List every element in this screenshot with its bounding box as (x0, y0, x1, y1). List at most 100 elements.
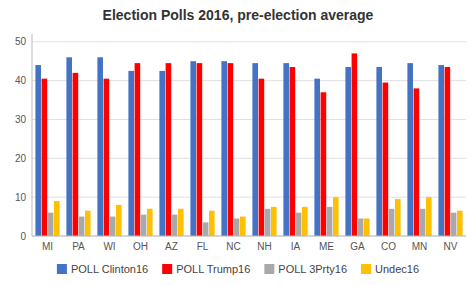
legend-swatch (57, 264, 67, 274)
y-tick-label: 40 (15, 75, 27, 86)
x-tick-label: FL (197, 241, 209, 252)
bar (104, 79, 110, 236)
legend-item: POLL 3Prty16 (264, 263, 347, 275)
bar (376, 67, 382, 236)
bar (389, 209, 395, 236)
y-tick-label: 0 (20, 231, 26, 242)
bar (265, 209, 271, 236)
legend-swatch (162, 264, 172, 274)
legend-item: POLL Trump16 (162, 263, 250, 275)
bar (420, 209, 426, 236)
legend-label: POLL 3Prty16 (278, 263, 347, 275)
bar (228, 63, 234, 236)
bar (48, 213, 54, 236)
grid (32, 42, 466, 236)
legend-label: POLL Trump16 (176, 263, 250, 275)
x-tick-label: GA (350, 241, 365, 252)
bar (209, 211, 215, 236)
bar (358, 219, 364, 236)
bar (290, 67, 296, 236)
bar (66, 57, 72, 236)
x-tick-label: IA (291, 241, 301, 252)
chart: Election Polls 2016, pre-election averag… (0, 0, 476, 286)
bar (259, 79, 265, 236)
grid-line (32, 197, 466, 198)
bar (426, 197, 432, 236)
x-tick-label: AZ (165, 241, 178, 252)
bar (141, 215, 147, 236)
bar (110, 217, 116, 236)
x-tick-label: MI (42, 241, 53, 252)
bar (451, 213, 457, 236)
bar (364, 219, 370, 236)
legend-item: Undec16 (361, 263, 419, 275)
y-tick-label: 30 (15, 114, 27, 125)
x-tick-label: CO (381, 241, 396, 252)
x-tick-label: PA (72, 241, 85, 252)
legend-item: POLL Clinton16 (57, 263, 148, 275)
bar (203, 222, 209, 236)
title: Election Polls 2016, pre-election averag… (103, 7, 374, 23)
bar (79, 217, 85, 236)
bar (197, 63, 203, 236)
bar (159, 71, 165, 236)
bar (327, 207, 333, 236)
grid-line (32, 119, 466, 120)
legend-label: POLL Clinton16 (71, 263, 148, 275)
legend-swatch (264, 264, 274, 274)
bar (73, 73, 79, 236)
bar (42, 79, 48, 236)
bar (166, 63, 172, 236)
bar (345, 67, 351, 236)
grid-line (32, 158, 466, 159)
legend-label: Undec16 (375, 263, 419, 275)
grid-line (32, 80, 466, 81)
y-tick-label: 10 (15, 192, 27, 203)
x-tick-label: NV (444, 241, 458, 252)
legend: POLL Clinton16 POLL Trump16 POLL 3Prty16 Un… (57, 263, 419, 275)
x-tick-label: NH (257, 241, 271, 252)
x-tick-label: NC (226, 241, 240, 252)
x-tick-label: OH (133, 241, 148, 252)
bar (283, 63, 289, 236)
legend-swatch (361, 264, 371, 274)
grid-line (32, 41, 466, 42)
bar (190, 61, 196, 236)
y-tick-label: 50 (15, 36, 27, 47)
x-tick-label: ME (319, 241, 334, 252)
bar (172, 215, 178, 236)
x-axis-line (32, 236, 466, 237)
bar (407, 63, 413, 236)
bar (321, 92, 327, 236)
y-tick-label: 20 (15, 153, 27, 164)
bar (128, 71, 134, 236)
bar (54, 201, 60, 236)
bar (116, 205, 122, 236)
bar (395, 199, 401, 236)
bar (234, 219, 240, 236)
bar (333, 197, 339, 236)
bar (314, 79, 320, 236)
bar (97, 57, 103, 236)
bar (302, 207, 308, 236)
bar (383, 83, 389, 236)
bar (271, 207, 277, 236)
bar (414, 88, 420, 236)
x-tick-label: WI (103, 241, 115, 252)
bar (147, 209, 153, 236)
bar (296, 213, 302, 236)
bar (221, 61, 227, 236)
bar (178, 209, 184, 236)
bar (135, 63, 141, 236)
bar (252, 63, 258, 236)
bars (35, 53, 462, 236)
x-tick-label: MN (412, 241, 428, 252)
bar (352, 53, 358, 236)
bar (240, 217, 246, 236)
bar (85, 211, 91, 236)
y-axis-line (32, 34, 33, 236)
bar (35, 65, 41, 236)
bar (457, 211, 463, 236)
grid-line (32, 236, 466, 237)
bar (445, 67, 451, 236)
